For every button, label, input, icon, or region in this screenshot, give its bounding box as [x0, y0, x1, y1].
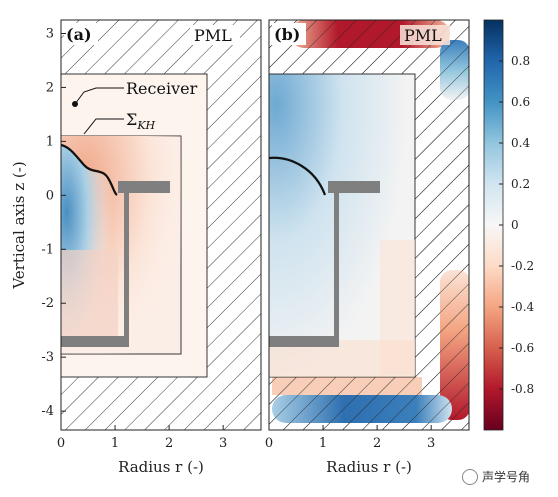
colorbar-tick-label: -0.4 — [511, 300, 535, 314]
y-tick-label: -2 — [41, 296, 54, 311]
colorbar-tick-label: 0.2 — [511, 177, 530, 191]
boundary-curve-a — [61, 143, 118, 196]
colorbar-tick-label: 0.8 — [511, 54, 530, 68]
horizontal-plate-b — [328, 181, 380, 193]
colorbar-tick-label: 0.6 — [511, 95, 530, 109]
y-tick-label: -4 — [41, 404, 54, 419]
receiver-label: Receiver — [126, 79, 198, 98]
pml-label-b: PML — [404, 26, 442, 45]
x-tick-label: 0 — [265, 436, 273, 451]
colorbar-tick-label: 0 — [511, 218, 519, 232]
y-tick-label: 2 — [46, 80, 54, 95]
panel-a-label: (a) — [66, 25, 92, 44]
x-axis-label-a: Radius r (-) — [118, 458, 204, 476]
vertical-wall-a — [124, 190, 129, 338]
panel-a-frame — [60, 19, 262, 431]
colorbar-tick-label: -0.2 — [511, 259, 534, 273]
colorbar-tick-label: -0.8 — [511, 382, 534, 396]
vertical-wall-b — [334, 190, 339, 338]
sigma-leader — [83, 118, 124, 135]
watermark: 声学号角 — [462, 468, 530, 485]
boundary-curve-b — [269, 156, 327, 196]
panel-b-label: (b) — [274, 25, 300, 44]
y-tick-label: 3 — [46, 26, 54, 41]
y-tick-label: 1 — [46, 134, 54, 149]
x-tick-label: 2 — [165, 436, 173, 451]
x-tick-label: 1 — [111, 436, 119, 451]
bottom-plate-a — [61, 336, 129, 347]
x-tick-label: 2 — [373, 436, 381, 451]
panel-b-frame — [268, 19, 470, 431]
y-tick-label: -1 — [41, 242, 54, 257]
y-axis-label: Vertical axis z (-) — [10, 161, 28, 289]
wechat-icon — [462, 468, 478, 485]
watermark-text: 声学号角 — [482, 470, 531, 484]
pml-label-a: PML — [194, 26, 232, 45]
y-tick-label: 0 — [46, 188, 54, 203]
colorbar-tick-label: -0.6 — [511, 341, 534, 355]
panel-a — [61, 20, 261, 430]
colorbar-tick-label: 0.4 — [511, 136, 530, 150]
x-tick-label: 3 — [427, 436, 435, 451]
x-tick-label: 1 — [319, 436, 327, 451]
receiver-leader — [74, 87, 124, 105]
x-tick-label: 0 — [57, 436, 65, 451]
y-tick-label: -3 — [41, 350, 54, 365]
x-axis-label-b: Radius r (-) — [326, 458, 412, 476]
x-tick-label: 3 — [219, 436, 227, 451]
panel-a-label-bg — [64, 23, 98, 45]
axes-layer: 0 1 2 3 0 1 2 3 3 2 1 0 -1 -2 -3 -4 0.8 0.6 0.4 0.2 0 -0.2 -0.… — [41, 26, 534, 451]
horizontal-plate-a — [118, 181, 170, 193]
bottom-plate-b — [269, 336, 339, 347]
panel-b — [269, 20, 469, 430]
